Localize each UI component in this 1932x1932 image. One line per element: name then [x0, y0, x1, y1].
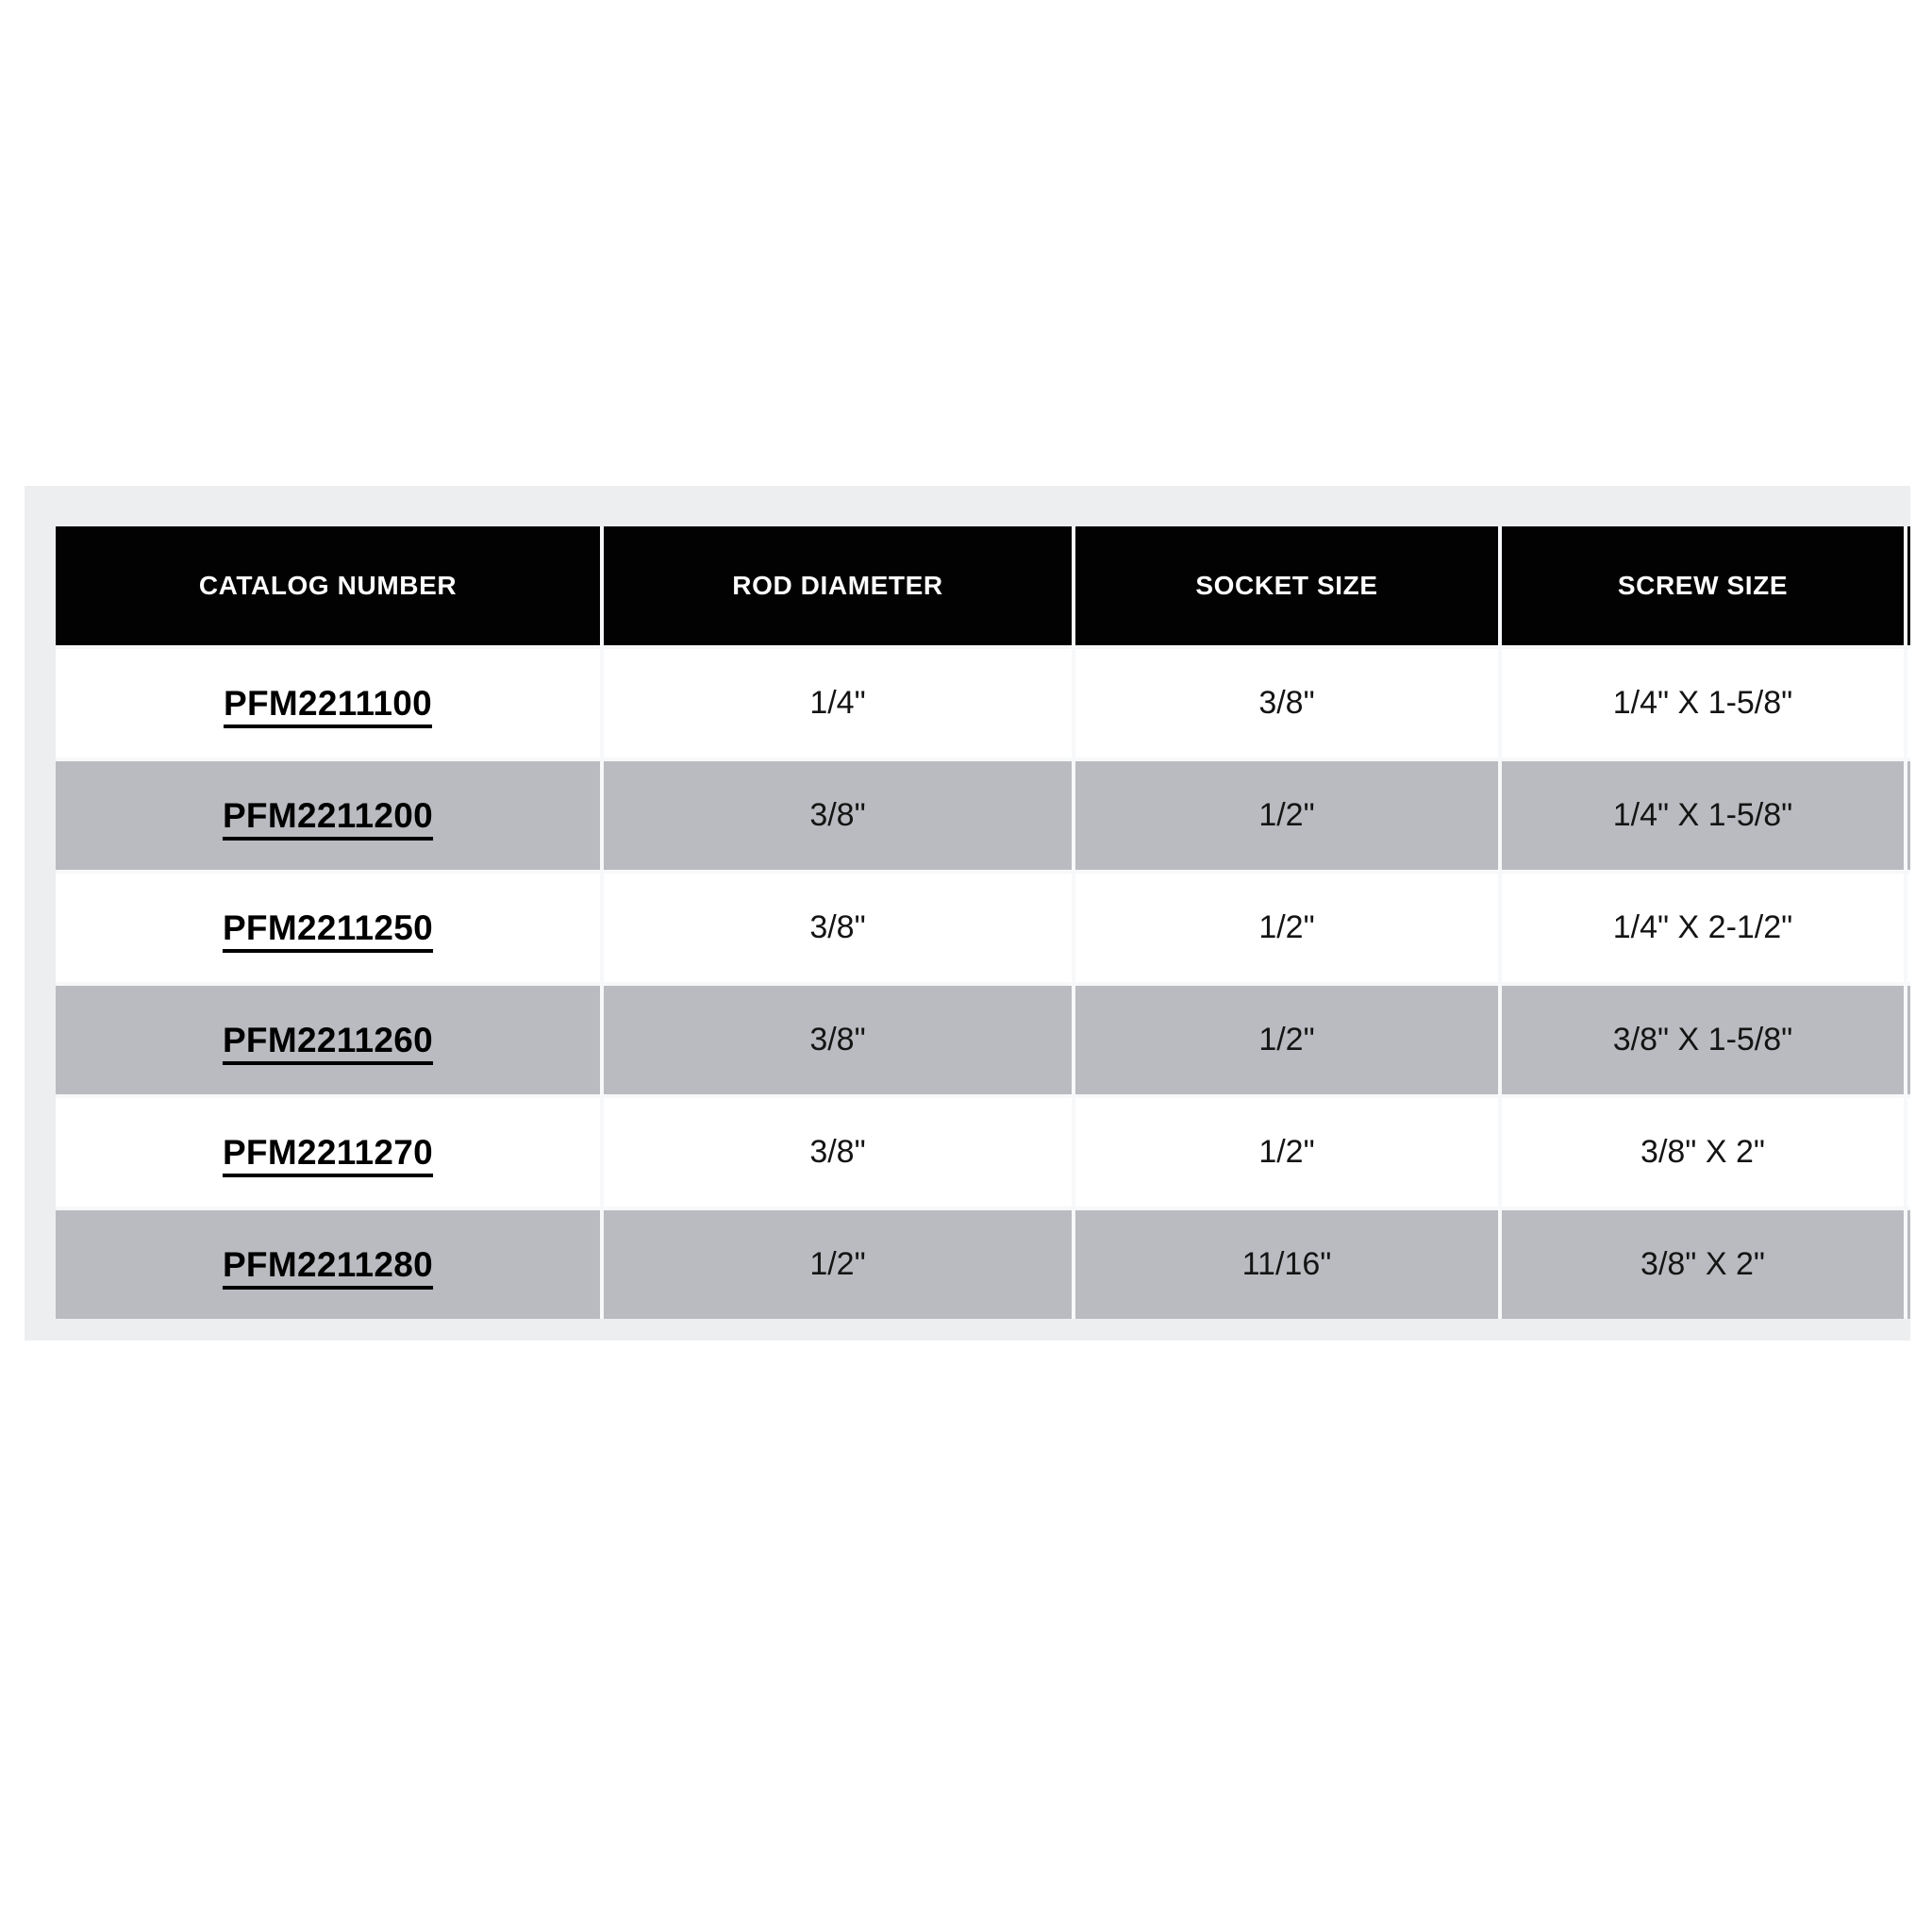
socket-size-cell: 1/2" [1075, 1098, 1502, 1210]
socket-size-cell: 3/8" [1075, 649, 1502, 761]
screw-size-cell: 3/8" X 2" [1502, 1098, 1907, 1210]
table-row: PFM2211100 1/4" 3/8" 1/4" X 1-5/8" [56, 649, 1910, 761]
rod-diameter-cell: 1/4" [604, 649, 1075, 761]
column-header-clipped [1907, 526, 1910, 649]
table-row: PFM2211260 3/8" 1/2" 3/8" X 1-5/8" [56, 986, 1910, 1098]
table-row: PFM2211200 3/8" 1/2" 1/4" X 1-5/8" [56, 761, 1910, 874]
clipped-cell [1907, 761, 1910, 874]
rod-diameter-cell: 3/8" [604, 1098, 1075, 1210]
table-panel: CATALOG NUMBER ROD DIAMETER SOCKET SIZE … [25, 486, 1910, 1341]
table-row: PFM2211250 3/8" 1/2" 1/4" X 2-1/2" [56, 874, 1910, 986]
catalog-cell: PFM2211270 [56, 1098, 604, 1210]
column-header-catalog-number: CATALOG NUMBER [56, 526, 604, 649]
rod-diameter-cell: 3/8" [604, 874, 1075, 986]
rod-diameter-cell: 1/2" [604, 1210, 1075, 1319]
catalog-cell: PFM2211250 [56, 874, 604, 986]
catalog-cell: PFM2211260 [56, 986, 604, 1098]
screw-size-cell: 1/4" X 2-1/2" [1502, 874, 1907, 986]
clipped-cell [1907, 874, 1910, 986]
screw-size-cell: 3/8" X 1-5/8" [1502, 986, 1907, 1098]
catalog-link[interactable]: PFM2211100 [223, 683, 433, 723]
clipped-cell [1907, 1098, 1910, 1210]
catalog-cell: PFM2211280 [56, 1210, 604, 1319]
screw-size-cell: 1/4" X 1-5/8" [1502, 761, 1907, 874]
catalog-link[interactable]: PFM2211260 [222, 1020, 434, 1059]
catalog-link[interactable]: PFM2211280 [222, 1244, 434, 1284]
catalog-cell: PFM2211200 [56, 761, 604, 874]
catalog-spec-table: CATALOG NUMBER ROD DIAMETER SOCKET SIZE … [56, 526, 1910, 1319]
clipped-cell [1907, 649, 1910, 761]
catalog-link[interactable]: PFM2211200 [222, 795, 434, 835]
clipped-cell [1907, 1210, 1910, 1319]
table-row: PFM2211280 1/2" 11/16" 3/8" X 2" [56, 1210, 1910, 1319]
rod-diameter-cell: 3/8" [604, 761, 1075, 874]
catalog-link[interactable]: PFM2211270 [222, 1132, 434, 1172]
clipped-cell [1907, 986, 1910, 1098]
rod-diameter-cell: 3/8" [604, 986, 1075, 1098]
socket-size-cell: 11/16" [1075, 1210, 1502, 1319]
socket-size-cell: 1/2" [1075, 761, 1502, 874]
screw-size-cell: 1/4" X 1-5/8" [1502, 649, 1907, 761]
socket-size-cell: 1/2" [1075, 874, 1502, 986]
column-header-screw-size: SCREW SIZE [1502, 526, 1907, 649]
column-header-socket-size: SOCKET SIZE [1075, 526, 1502, 649]
column-header-rod-diameter: ROD DIAMETER [604, 526, 1075, 649]
header-row: CATALOG NUMBER ROD DIAMETER SOCKET SIZE … [56, 526, 1910, 649]
socket-size-cell: 1/2" [1075, 986, 1502, 1098]
catalog-cell: PFM2211100 [56, 649, 604, 761]
catalog-link[interactable]: PFM2211250 [222, 908, 434, 947]
screw-size-cell: 3/8" X 2" [1502, 1210, 1907, 1319]
table-row: PFM2211270 3/8" 1/2" 3/8" X 2" [56, 1098, 1910, 1210]
